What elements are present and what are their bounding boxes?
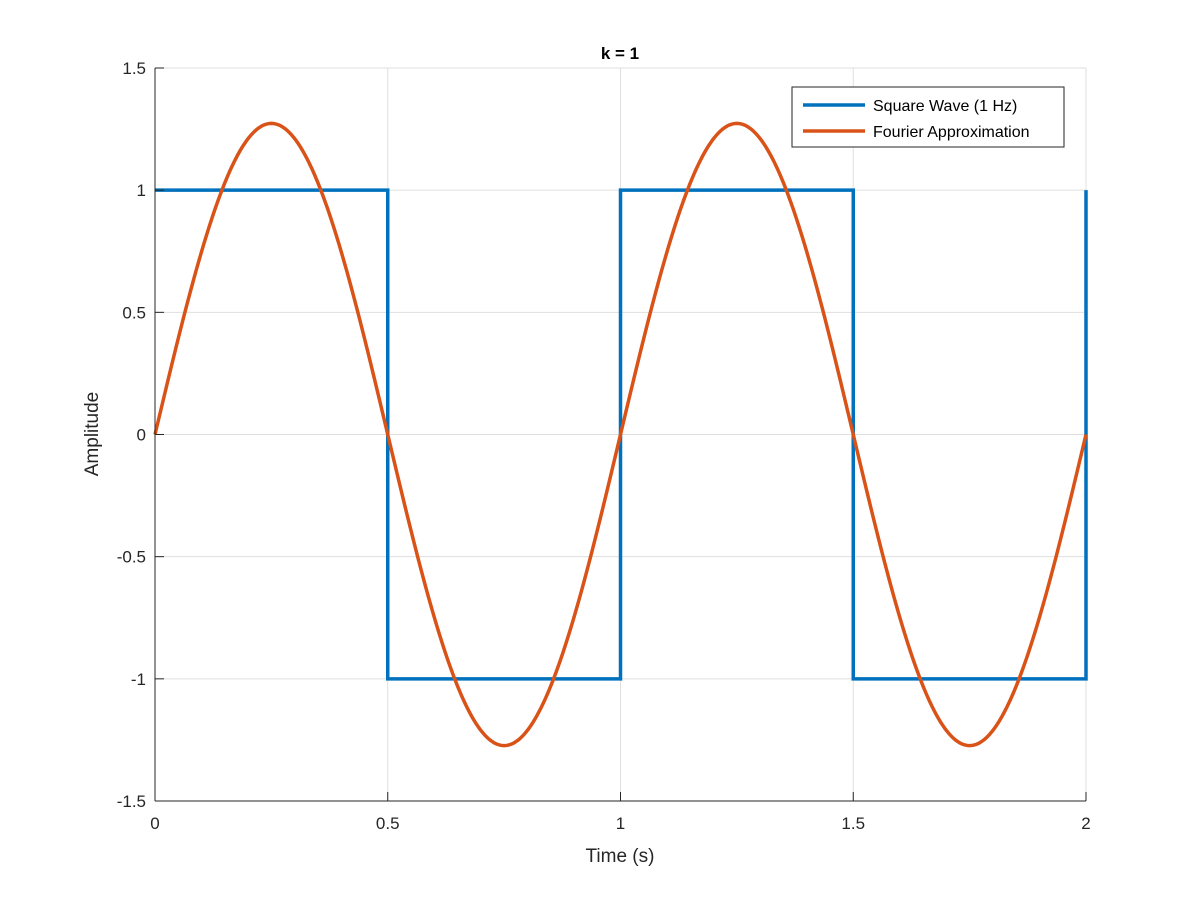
- y-tick-label: 1.5: [122, 59, 146, 78]
- legend-label-square-wave: Square Wave (1 Hz): [873, 98, 1017, 115]
- x-tick-label: 1.5: [841, 814, 865, 833]
- x-tick-label: 0.5: [376, 814, 400, 833]
- x-tick-label: 1: [616, 814, 625, 833]
- legend-label-fourier-approximation: Fourier Approximation: [873, 124, 1030, 141]
- y-tick-label: -0.5: [117, 548, 146, 567]
- chart-title: k = 1: [601, 44, 639, 63]
- legend-item-fourier-approximation[interactable]: Fourier Approximation: [803, 124, 1030, 141]
- tick-labels: 0 0.5 1 1.5 2 -1.5 -1 -0.5 0 0.5 1 1.5: [117, 59, 1091, 833]
- x-tick-label: 2: [1081, 814, 1090, 833]
- series-layer: [153, 121, 1088, 748]
- series-line-fourier-approximation: [153, 121, 1088, 748]
- x-tick-label: 0: [150, 814, 159, 833]
- series-line-square-wave: [155, 188, 1088, 681]
- y-tick-label: 0: [137, 426, 146, 445]
- legend-item-square-wave[interactable]: Square Wave (1 Hz): [803, 98, 1017, 115]
- axes: [154, 67, 1087, 802]
- x-axis-label: Time (s): [586, 846, 655, 867]
- y-tick-label: 1: [137, 181, 146, 200]
- y-tick-label: -1.5: [117, 792, 146, 811]
- y-axis-label: Amplitude: [82, 392, 103, 477]
- y-tick-label: -1: [131, 670, 146, 689]
- legend[interactable]: Square Wave (1 Hz) Fourier Approximation: [791, 86, 1065, 148]
- y-tick-label: 0.5: [122, 303, 146, 322]
- legend-box: [791, 86, 1065, 148]
